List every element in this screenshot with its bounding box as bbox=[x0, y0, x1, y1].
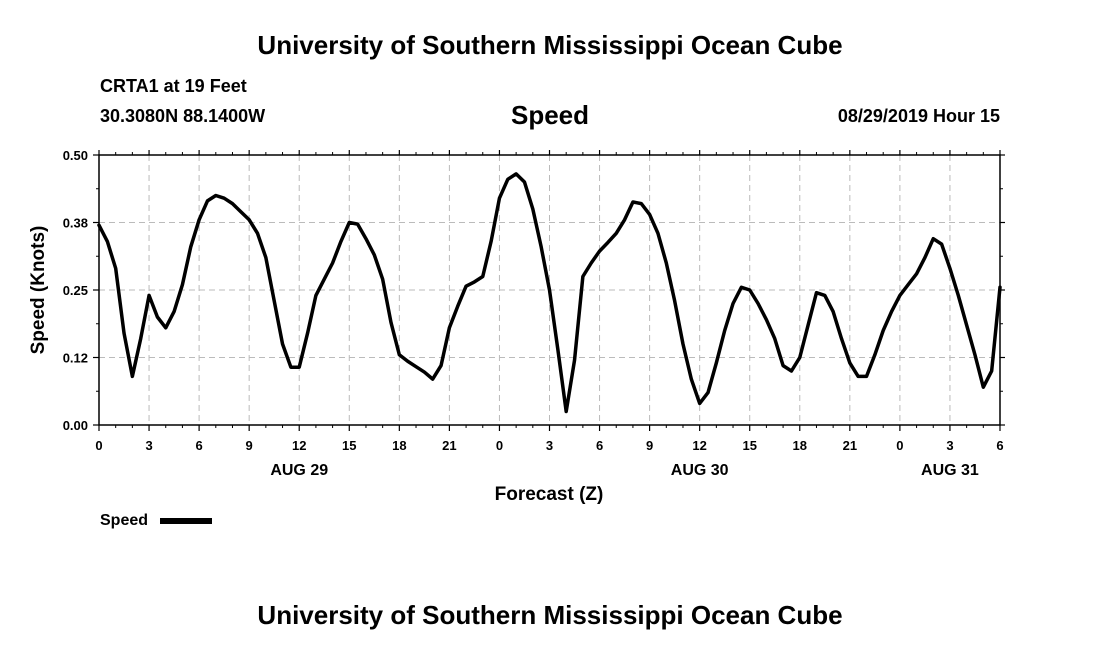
legend-label: Speed bbox=[100, 512, 148, 529]
chart-labels: 0 3 6 9 12 15 18 21 0 3 6 9 12 15 18 21 0 3 6 0.00 0.12 0.25 0… bbox=[63, 148, 1004, 479]
footer-title: University of Southern Mississippi Ocean… bbox=[257, 600, 843, 630]
x-tick-label: 18 bbox=[392, 438, 406, 453]
x-tick-label: 15 bbox=[742, 438, 756, 453]
y-axis-title: Speed (Knots) bbox=[28, 226, 49, 355]
station-name: CRTA1 at 19 Feet bbox=[100, 76, 247, 96]
station-coordinates: 30.3080N 88.1400W bbox=[100, 106, 266, 126]
forecast-datetime: 08/29/2019 Hour 15 bbox=[837, 106, 1000, 126]
x-tick-label: 6 bbox=[596, 438, 603, 453]
y-tick-label: 0.00 bbox=[63, 418, 88, 433]
page-title: University of Southern Mississippi Ocean… bbox=[257, 30, 843, 60]
x-tick-label: 15 bbox=[342, 438, 356, 453]
y-tick-label: 0.38 bbox=[63, 216, 88, 231]
x-tick-label: 12 bbox=[292, 438, 306, 453]
day-label: AUG 29 bbox=[270, 462, 328, 479]
x-tick-label: 18 bbox=[793, 438, 807, 453]
x-tick-label: 3 bbox=[946, 438, 953, 453]
x-tick-label: 9 bbox=[646, 438, 653, 453]
x-tick-label: 9 bbox=[246, 438, 253, 453]
x-tick-label: 21 bbox=[843, 438, 857, 453]
parameter-title: Speed bbox=[510, 100, 590, 130]
y-tick-label: 0.50 bbox=[63, 148, 88, 163]
x-tick-label: 21 bbox=[442, 438, 456, 453]
series-line-speed bbox=[97, 172, 1002, 414]
y-tick-label: 0.25 bbox=[63, 283, 88, 298]
day-label: AUG 31 bbox=[921, 462, 979, 479]
x-axis-title: Forecast (Z) bbox=[495, 484, 604, 505]
day-label: AUG 30 bbox=[671, 462, 729, 479]
x-tick-label: 0 bbox=[496, 438, 503, 453]
y-tick-label: 0.12 bbox=[63, 351, 88, 366]
x-tick-label: 3 bbox=[145, 438, 152, 453]
x-tick-label: 0 bbox=[95, 438, 102, 453]
x-tick-label: 12 bbox=[692, 438, 706, 453]
x-tick-label: 6 bbox=[996, 438, 1003, 453]
x-tick-label: 3 bbox=[546, 438, 553, 453]
x-tick-label: 6 bbox=[195, 438, 202, 453]
x-tick-label: 0 bbox=[896, 438, 903, 453]
